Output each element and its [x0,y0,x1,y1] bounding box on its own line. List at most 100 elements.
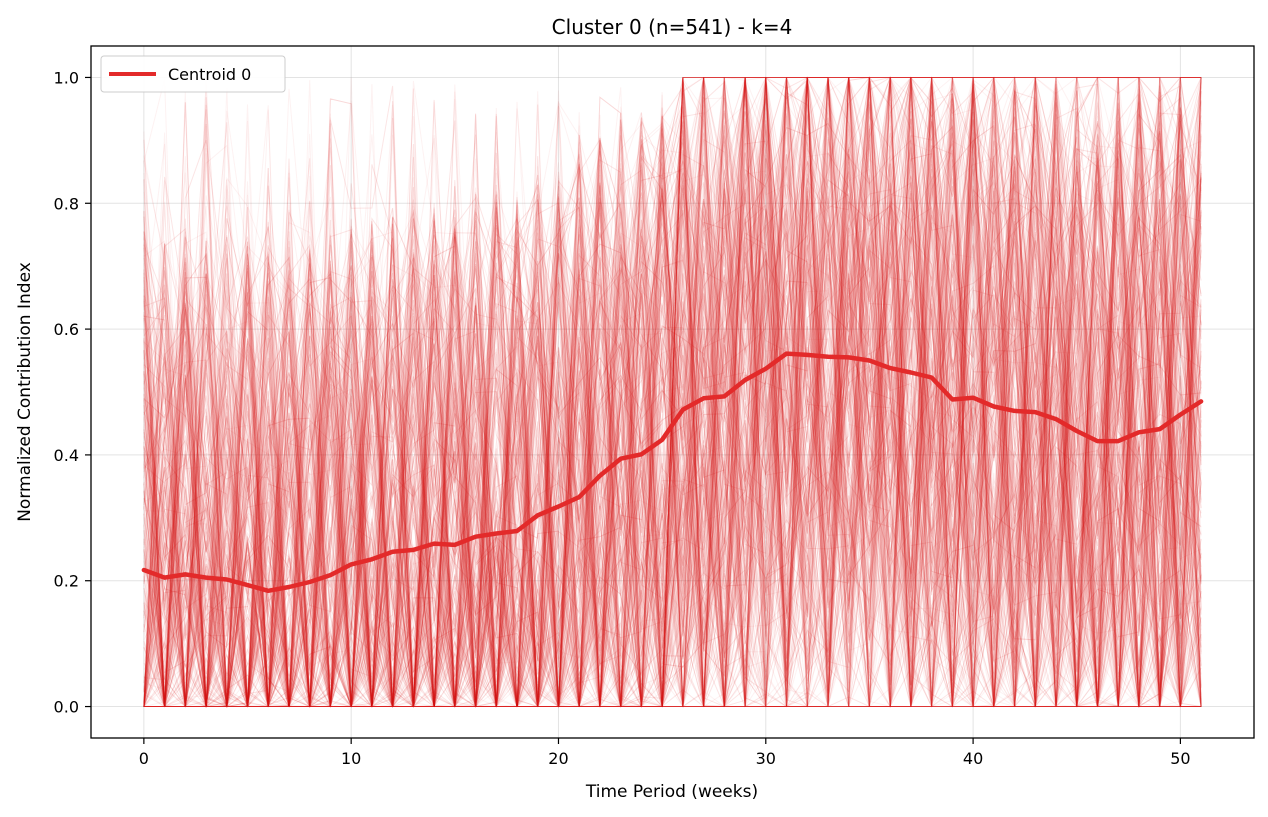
member-line [143,108,1202,707]
member-line [143,77,1202,707]
member-line [143,80,1202,707]
member-line [143,84,1202,708]
member-line [143,81,1202,707]
member-line [143,77,1202,707]
member-line [143,79,1202,707]
member-line [143,77,1202,708]
member-line [143,163,1202,708]
y-tick-label: 0.8 [54,194,79,213]
legend: Centroid 0 [100,55,286,93]
member-line [143,76,1202,708]
member-line [143,77,1202,707]
member-line [143,77,1202,709]
member-line [143,80,1202,708]
member-line [143,77,1202,707]
member-line [143,77,1202,708]
member-line [143,77,1202,709]
member-line [143,77,1202,707]
member-line [143,119,1202,708]
member-line [143,77,1202,707]
member-line [143,86,1202,707]
member-line [143,77,1202,709]
member-line [143,88,1202,707]
member-line [143,77,1202,707]
member-line [143,77,1202,707]
member-line [143,144,1202,708]
member-line [143,76,1202,708]
y-tick-label: 0.6 [54,320,79,339]
member-line [143,88,1202,707]
member-line [143,77,1202,708]
member-line [143,84,1202,708]
member-line [143,77,1202,709]
x-axis-label: Time Period (weeks) [585,782,758,802]
member-line [143,96,1202,709]
member-line [143,91,1202,708]
member-line [143,77,1202,708]
member-line [143,77,1202,708]
member-line [143,77,1202,707]
member-line [143,121,1202,709]
member-line [143,75,1202,709]
member-line [143,77,1202,708]
member-line [143,77,1202,708]
member-line [143,77,1202,708]
member-line [143,87,1202,708]
member-line [143,84,1202,709]
member-line [143,90,1202,708]
member-line [143,142,1202,707]
member-line [143,89,1202,707]
member-line [143,77,1202,707]
member-line [143,77,1202,707]
member-line [143,77,1202,708]
member-line [143,82,1202,707]
member-line [143,77,1202,707]
member-line [143,81,1202,708]
member-line [143,77,1202,709]
member-line [143,79,1202,708]
member-line [143,91,1202,709]
member-line [143,77,1202,707]
member-line [143,131,1202,709]
member-line [143,106,1202,708]
member-line [143,77,1202,708]
member-line [143,77,1202,708]
member-line [143,77,1202,709]
member-line [143,77,1202,707]
member-line [143,77,1202,707]
member-line [143,76,1202,708]
member-line [143,77,1202,707]
member-line [143,81,1202,708]
member-line [143,101,1202,708]
member-line [143,86,1202,709]
member-line [143,98,1202,707]
x-tick-label: 30 [756,749,776,768]
member-line [143,77,1202,708]
member-line [143,77,1202,708]
member-line [143,77,1202,708]
member-line [143,77,1202,709]
member-line [143,77,1202,707]
member-line [143,92,1202,707]
member-line [143,77,1202,708]
member-line [143,77,1202,707]
member-line [143,85,1202,707]
member-line [143,77,1202,708]
member-line [143,77,1202,707]
member-line [143,131,1202,708]
member-line [143,131,1202,709]
member-line [143,77,1202,707]
member-line [143,111,1202,708]
member-line [143,77,1202,708]
member-line [143,94,1202,709]
member-line [143,87,1202,708]
member-line [143,77,1202,707]
member-line [143,122,1202,707]
member-line [143,77,1202,707]
member-line [143,77,1202,708]
member-line [143,90,1202,708]
member-line [143,91,1202,707]
member-line [143,77,1202,707]
member-line [143,130,1202,708]
